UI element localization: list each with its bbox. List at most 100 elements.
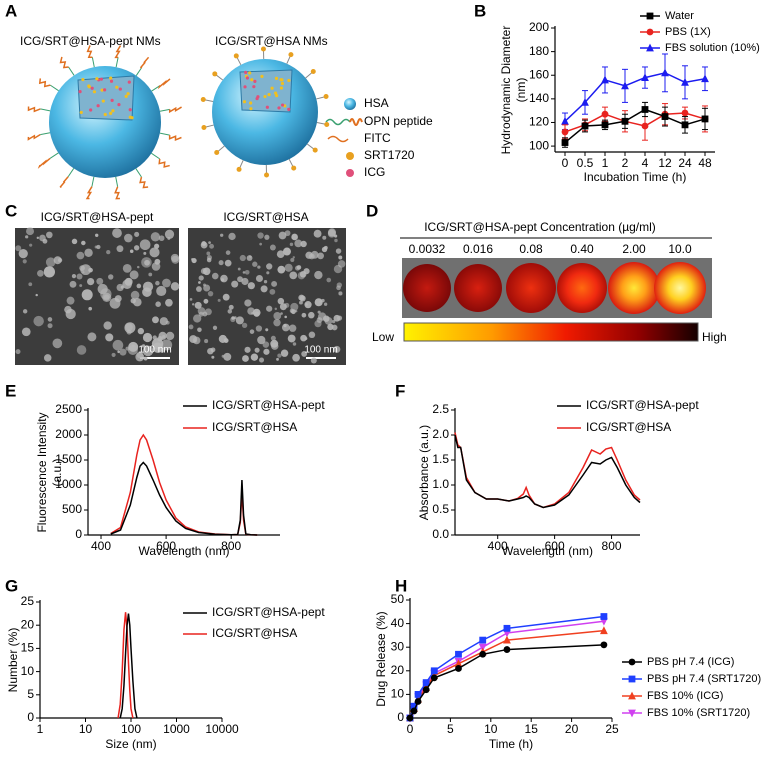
x-axis-title: Time (h) [489,737,533,751]
marker [454,659,463,668]
legend-label: FBS 10% (SRT1720) [647,707,750,719]
y-tick-label: 180 [529,44,549,58]
linker [67,168,75,178]
peptide [27,106,41,113]
marker [455,650,462,658]
particle [152,316,159,324]
x-tick-label: 10 [79,722,93,736]
y-axis-title: Hydrodynamic Diameter [499,26,513,155]
particle [218,334,227,343]
particle [43,354,52,362]
particle [81,240,86,246]
marker [621,81,629,90]
series-line [110,461,258,536]
legend-marker [628,691,636,700]
x-tick-label: 0.5 [577,156,594,170]
particle [254,347,260,353]
legend-label: FBS solution (10%) [665,42,760,54]
particle [310,250,319,259]
particle [257,335,266,345]
particle [88,306,93,311]
payload [110,98,114,102]
particle [273,318,281,327]
illustration-title: ICG/SRT@HSA-pept NMs [20,34,161,48]
payload [248,71,252,75]
particle [314,270,323,280]
payload [255,96,259,101]
marker [422,679,430,686]
peptide [114,186,120,200]
concentration-label: 2.00 [622,242,646,256]
x-tick-label: 12 [658,156,672,170]
particle [198,281,201,284]
y-tick-label: 0.0 [432,527,449,541]
particle [155,280,160,286]
y-tick-label: 5 [27,687,34,701]
payload [287,107,291,111]
peptide [37,157,51,169]
linker [91,176,95,187]
payload [265,105,269,109]
particle [331,319,336,324]
particle [79,284,83,288]
particle [76,345,87,355]
legend-label: ICG [364,165,385,179]
particle [335,248,342,254]
x-axis-title: Wavelength (nm) [502,544,593,558]
particle [148,272,153,277]
legend-label: ICG/SRT@HSA [586,420,671,434]
fitc [201,125,207,131]
particle [112,228,122,238]
particle [127,344,138,355]
well [608,262,660,314]
payload [270,86,274,90]
particle [191,258,197,264]
fitc [264,172,270,178]
marker [600,641,608,649]
linker [68,66,75,76]
particle [204,339,209,344]
particle [211,272,219,280]
payload [245,76,250,80]
peptide [158,158,170,168]
particle [137,265,140,269]
particle [111,352,116,357]
well [506,263,556,313]
payload [244,70,248,74]
particle [266,271,270,275]
payload [250,78,254,82]
scale-label: Low [372,330,394,344]
particle [66,296,75,305]
particle [334,234,338,238]
particle [317,310,321,314]
particle [156,285,167,297]
particle [206,257,212,263]
particle [270,335,276,341]
peptide [59,176,69,188]
particle [221,354,225,358]
x-tick-label: 100 [121,722,141,736]
particle [284,315,287,319]
particle [71,238,78,245]
panel-label: C [5,201,17,220]
payload [99,77,103,81]
panel-label: B [474,1,486,20]
legend-label: HSA [364,96,389,110]
well [654,262,706,314]
particle [125,323,133,331]
linker [49,152,59,159]
particle [162,278,171,288]
particle [137,327,145,335]
y-tick-label: 1.5 [432,452,449,466]
particle [197,327,202,333]
particle [228,304,234,310]
series-line [454,434,641,509]
payload [260,74,264,78]
particle [278,231,287,240]
particle [46,231,53,239]
y-tick-label: 0 [75,527,82,541]
y-tick-label: 25 [21,594,35,608]
particle [282,247,291,256]
particle [270,339,279,348]
